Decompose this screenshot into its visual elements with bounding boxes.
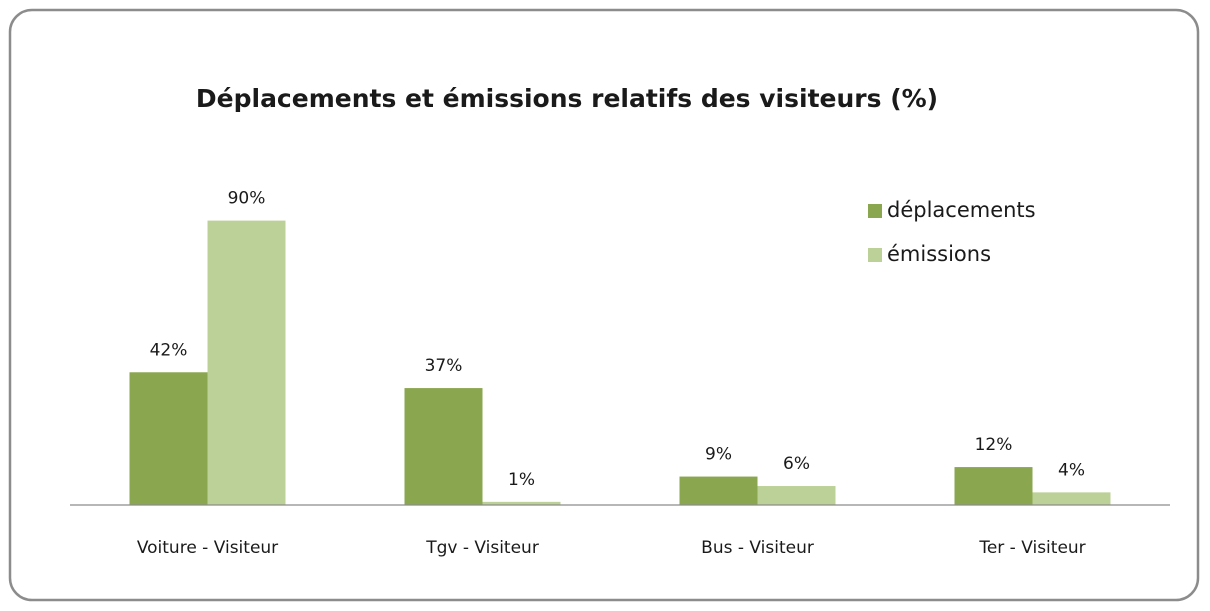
legend-swatch [868, 204, 882, 218]
bar [757, 486, 836, 505]
data-label: 37% [425, 356, 463, 376]
bar [129, 372, 208, 505]
legend-label: émissions [887, 242, 991, 266]
data-label: 9% [705, 445, 732, 465]
data-label: 4% [1058, 460, 1085, 480]
x-tick-label: Bus - Visiteur [701, 538, 814, 558]
legend-swatch [868, 248, 882, 262]
x-tick-label: Voiture - Visiteur [137, 538, 278, 558]
x-tick-label: Ter - Visiteur [978, 538, 1085, 558]
x-tick-label: Tgv - Visiteur [425, 538, 539, 558]
data-label: 1% [508, 470, 535, 490]
data-label: 12% [975, 435, 1013, 455]
legend-label: déplacements [887, 198, 1036, 222]
bar [404, 388, 483, 505]
data-label: 90% [228, 189, 266, 209]
bar [954, 467, 1033, 505]
data-label: 42% [150, 340, 188, 360]
data-label: 6% [783, 454, 810, 474]
bar [679, 476, 758, 505]
bar [1032, 492, 1111, 505]
bar [207, 220, 286, 505]
chart-title: Déplacements et émissions relatifs des v… [196, 84, 938, 113]
chart-frame [8, 8, 1200, 602]
bar [482, 501, 561, 505]
